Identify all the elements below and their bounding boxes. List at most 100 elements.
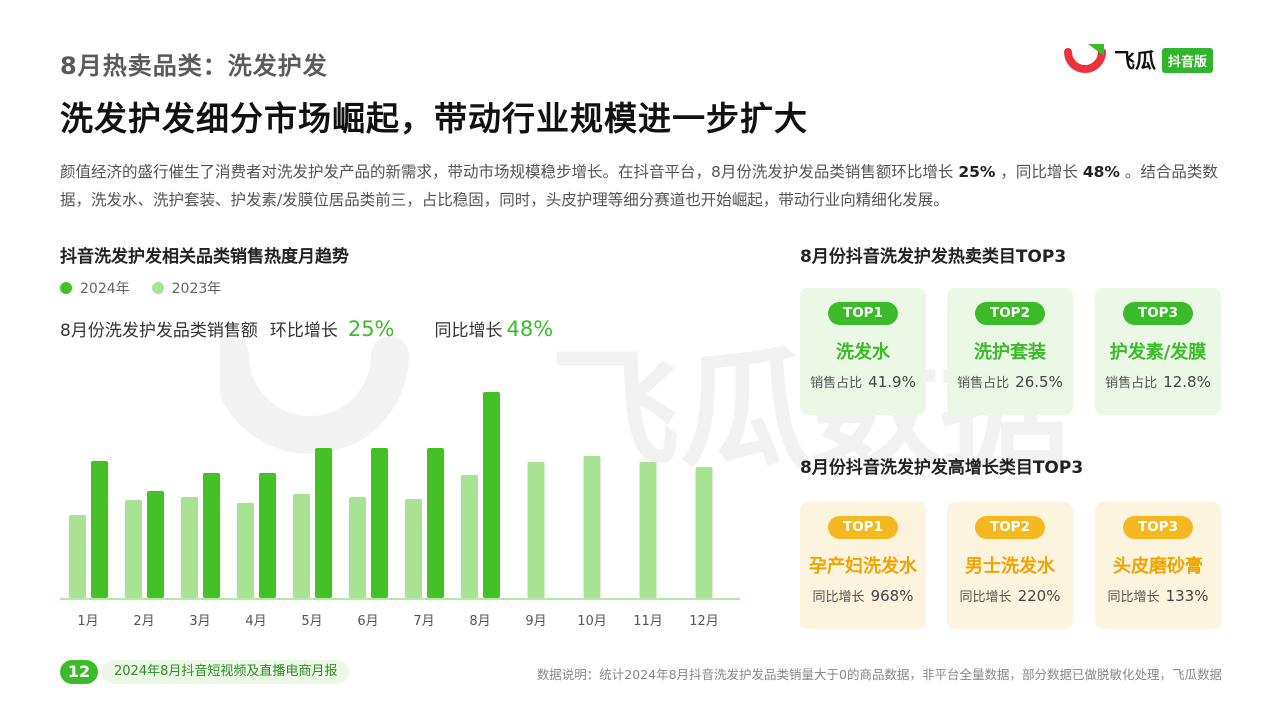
data-footnote: 数据说明：统计2024年8月抖音洗发护发品类销量大于0的商品数据，非平台全量数据… — [536, 667, 1222, 682]
feigua-logo-icon — [1064, 44, 1106, 73]
trend-chart-title: 抖音洗发护发相关品类销售热度月趋势 — [60, 247, 349, 267]
growth-rank-badge-1: TOP1 — [828, 516, 898, 539]
bar-2023-11 — [639, 462, 657, 598]
growth-card-1: TOP1 孕产妇洗发水 同比增长 968% — [800, 502, 926, 629]
hot-card-2: TOP2 洗护套装 销售占比 26.5% — [947, 288, 1073, 415]
hot-category-1: 洗发水 — [836, 342, 890, 363]
hot-stat-3: 销售占比 12.8% — [1095, 372, 1221, 391]
hot-stat-label-3: 销售占比 — [1105, 376, 1158, 391]
growth-category-2: 男士洗发水 — [965, 556, 1055, 577]
bar-2023-8 — [461, 475, 478, 598]
hot-top3-title: 8月份抖音洗发护发热卖类目TOP3 — [800, 247, 1067, 267]
chart-legend: 2024年 2023年 — [60, 278, 221, 298]
x-tick-label-11: 11月 — [633, 614, 663, 629]
bar-2024-5 — [315, 448, 332, 598]
yoy-value: 48% — [506, 317, 554, 341]
x-tick-label-8: 8月 — [469, 614, 490, 629]
legend-swatch-2024 — [60, 282, 72, 294]
bar-2024-7 — [427, 448, 444, 598]
growth-category-3: 头皮磨砂膏 — [1113, 556, 1203, 577]
x-tick-label-1: 1月 — [77, 614, 98, 629]
hot-stat-label-1: 销售占比 — [810, 376, 863, 391]
hot-category-3: 护发素/发膜 — [1109, 342, 1207, 363]
intro-text-2: ，同比增长 — [1000, 163, 1078, 181]
sales-metric-line: 8月份洗发护发品类销售额 环比增长 25% 同比增长 48% — [60, 316, 553, 341]
legend-label-2024: 2024年 — [80, 281, 130, 297]
x-tick-label-2: 2月 — [133, 614, 154, 629]
hot-stat-2: 销售占比 26.5% — [947, 372, 1073, 391]
legend-label-2023: 2023年 — [171, 281, 222, 297]
legend-swatch-2023 — [151, 282, 164, 294]
hot-stat-1: 销售占比 41.9% — [800, 372, 926, 391]
hot-category-2: 洗护套装 — [974, 342, 1046, 363]
bar-2023-1 — [69, 515, 86, 598]
bar-2023-9 — [527, 462, 545, 598]
brand-logo: 飞瓜 抖音版 — [1064, 42, 1214, 78]
growth-stat-1: 同比增长 968% — [800, 586, 926, 605]
x-tick-label-3: 3月 — [189, 614, 210, 629]
logo-name: 飞瓜 — [1114, 49, 1156, 73]
intro-mom-value: 25% — [958, 163, 996, 181]
hot-stat-value-2: 26.5% — [1015, 373, 1063, 391]
growth-category-1: 孕产妇洗发水 — [809, 556, 917, 577]
bar-2024-6 — [371, 448, 388, 598]
metric-label: 8月份洗发护发品类销售额 — [60, 321, 258, 341]
bar-2023-3 — [181, 497, 198, 598]
bar-2023-10 — [583, 456, 601, 598]
growth-stat-label-3: 同比增长 — [1107, 590, 1160, 605]
mom-label: 环比增长 — [269, 321, 338, 341]
hot-stat-value-3: 12.8% — [1163, 373, 1211, 391]
growth-stat-3: 同比增长 133% — [1095, 586, 1221, 605]
x-tick-label-9: 9月 — [525, 614, 546, 629]
page-headline: 洗发护发细分市场崛起，带动行业规模进一步扩大 — [60, 99, 808, 138]
growth-stat-value-3: 133% — [1165, 587, 1209, 605]
growth-stat-label-2: 同比增长 — [959, 590, 1012, 605]
growth-stat-value-1: 968% — [870, 587, 914, 605]
legend-item-2023: 2023年 — [151, 278, 222, 298]
monthly-trend-bar-chart: 1月 2月 3月 4月 5月 6月 7月 8月 9月 10月 11月 12月 — [60, 392, 740, 629]
logo-badge: 抖音版 — [1162, 47, 1214, 73]
intro-text-1: 颜值经济的盛行催生了消费者对洗发护发产品的新需求，带动市场规模稳步增长。在抖音平… — [60, 163, 954, 181]
x-tick-label-4: 4月 — [245, 614, 266, 629]
x-tick-label-6: 6月 — [357, 614, 378, 629]
bar-2024-8 — [483, 392, 500, 598]
growth-card-2: TOP2 男士洗发水 同比增长 220% — [947, 502, 1073, 629]
intro-paragraph: 颜值经济的盛行催生了消费者对洗发护发产品的新需求，带动市场规模稳步增长。在抖音平… — [60, 158, 1225, 214]
hot-rank-badge-3: TOP3 — [1123, 302, 1193, 325]
page-topic: 8月热卖品类：洗发护发 — [60, 52, 328, 80]
bar-2023-5 — [293, 494, 310, 598]
yoy-label: 同比增长 — [434, 321, 503, 341]
bar-2023-2 — [125, 500, 142, 598]
growth-rank-badge-2: TOP2 — [975, 516, 1045, 539]
hot-rank-badge-2: TOP2 — [975, 302, 1045, 325]
bar-2024-4 — [259, 473, 276, 598]
mom-value: 25% — [347, 317, 395, 341]
bar-2023-4 — [237, 503, 254, 598]
bar-2024-2 — [147, 491, 164, 598]
page-number: 12 — [60, 660, 98, 684]
bar-2024-1 — [91, 461, 108, 598]
bar-2023-12 — [695, 467, 713, 598]
hot-stat-label-2: 销售占比 — [957, 376, 1010, 391]
bar-2023-6 — [349, 497, 366, 598]
legend-item-2024: 2024年 — [60, 278, 130, 298]
x-tick-label-10: 10月 — [577, 614, 607, 629]
bar-2024-3 — [203, 473, 220, 598]
x-tick-label-5: 5月 — [301, 614, 322, 629]
hot-card-1: TOP1 洗发水 销售占比 41.9% — [800, 288, 926, 415]
growth-stat-value-2: 220% — [1017, 587, 1061, 605]
growth-top3-title: 8月份抖音洗发护发高增长类目TOP3 — [800, 458, 1084, 478]
bar-2023-7 — [405, 499, 422, 598]
hot-stat-value-1: 41.9% — [868, 373, 916, 391]
x-tick-label-7: 7月 — [413, 614, 434, 629]
growth-card-3: TOP3 头皮磨砂膏 同比增长 133% — [1095, 502, 1221, 629]
hot-rank-badge-1: TOP1 — [828, 302, 898, 325]
intro-text-3: 。结合品类数据，洗发水、洗护套装、护发素/发膜位居品类前三，占比稳固，同时，头皮… — [60, 163, 1218, 209]
growth-rank-badge-3: TOP3 — [1123, 516, 1193, 539]
report-name: 2024年8月抖音短视频及直播电商月报 — [102, 660, 350, 684]
x-tick-label-12: 12月 — [689, 614, 719, 629]
intro-yoy-value: 48% — [1082, 163, 1120, 181]
growth-stat-2: 同比增长 220% — [947, 586, 1073, 605]
growth-stat-label-1: 同比增长 — [812, 590, 865, 605]
hot-card-3: TOP3 护发素/发膜 销售占比 12.8% — [1095, 288, 1221, 415]
